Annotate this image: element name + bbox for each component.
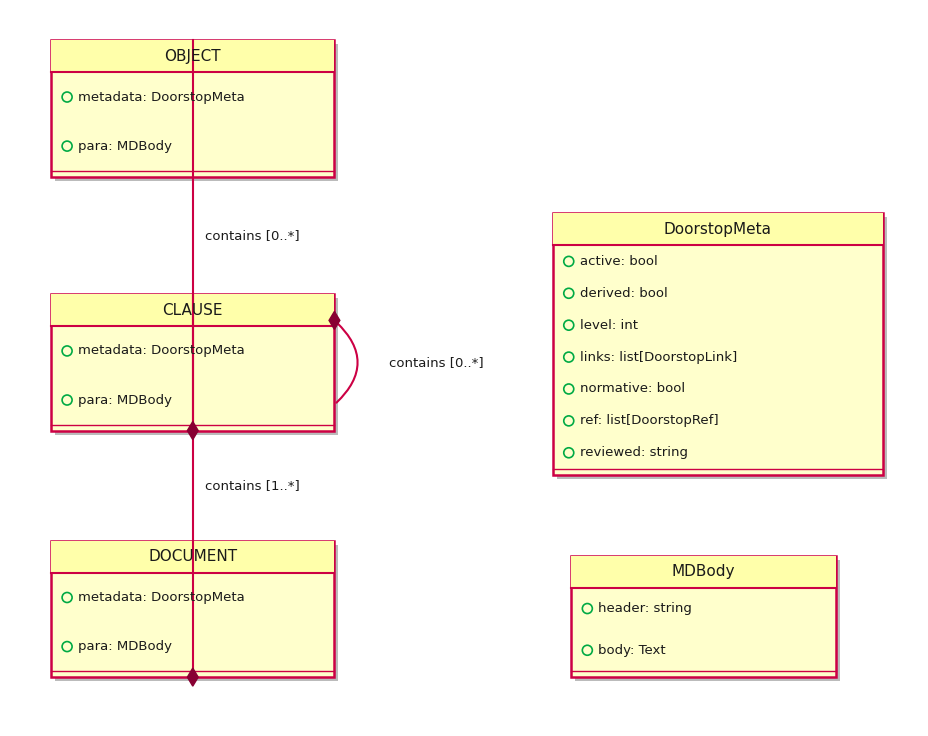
Text: metadata: DoorstopMeta: metadata: DoorstopMeta [78, 344, 245, 358]
Polygon shape [329, 311, 340, 330]
FancyBboxPatch shape [571, 556, 835, 677]
Text: para: MDBody: para: MDBody [78, 640, 172, 653]
FancyBboxPatch shape [51, 294, 334, 326]
Text: DOCUMENT: DOCUMENT [148, 550, 237, 565]
Text: level: int: level: int [579, 319, 637, 332]
Text: ref: list[DoorstopRef]: ref: list[DoorstopRef] [579, 414, 717, 428]
Polygon shape [187, 668, 198, 686]
Text: derived: bool: derived: bool [579, 287, 667, 300]
FancyBboxPatch shape [55, 44, 338, 180]
Text: header: string: header: string [598, 602, 691, 615]
FancyBboxPatch shape [51, 294, 334, 431]
Polygon shape [187, 422, 198, 439]
Text: links: list[DoorstopLink]: links: list[DoorstopLink] [579, 350, 736, 364]
Text: contains [0..*]: contains [0..*] [389, 356, 483, 369]
Text: OBJECT: OBJECT [164, 49, 221, 64]
FancyBboxPatch shape [574, 559, 839, 681]
FancyBboxPatch shape [571, 556, 835, 587]
Text: contains [0..*]: contains [0..*] [204, 229, 299, 242]
FancyArrowPatch shape [336, 322, 357, 403]
Text: para: MDBody: para: MDBody [78, 394, 172, 406]
FancyBboxPatch shape [55, 545, 338, 681]
Text: normative: bool: normative: bool [579, 383, 684, 395]
Text: active: bool: active: bool [579, 255, 657, 268]
FancyBboxPatch shape [51, 40, 334, 72]
FancyBboxPatch shape [55, 298, 338, 434]
Text: DoorstopMeta: DoorstopMeta [663, 222, 771, 237]
Text: contains [1..*]: contains [1..*] [204, 479, 299, 492]
Text: MDBody: MDBody [671, 565, 735, 579]
FancyBboxPatch shape [556, 217, 885, 478]
Text: metadata: DoorstopMeta: metadata: DoorstopMeta [78, 91, 245, 104]
FancyBboxPatch shape [51, 541, 334, 573]
Text: reviewed: string: reviewed: string [579, 446, 687, 459]
FancyBboxPatch shape [51, 541, 334, 677]
FancyBboxPatch shape [51, 40, 334, 177]
Text: para: MDBody: para: MDBody [78, 140, 172, 152]
Text: CLAUSE: CLAUSE [162, 303, 223, 318]
FancyBboxPatch shape [552, 213, 882, 245]
Text: metadata: DoorstopMeta: metadata: DoorstopMeta [78, 591, 245, 604]
Text: body: Text: body: Text [598, 644, 665, 657]
FancyBboxPatch shape [552, 213, 882, 475]
